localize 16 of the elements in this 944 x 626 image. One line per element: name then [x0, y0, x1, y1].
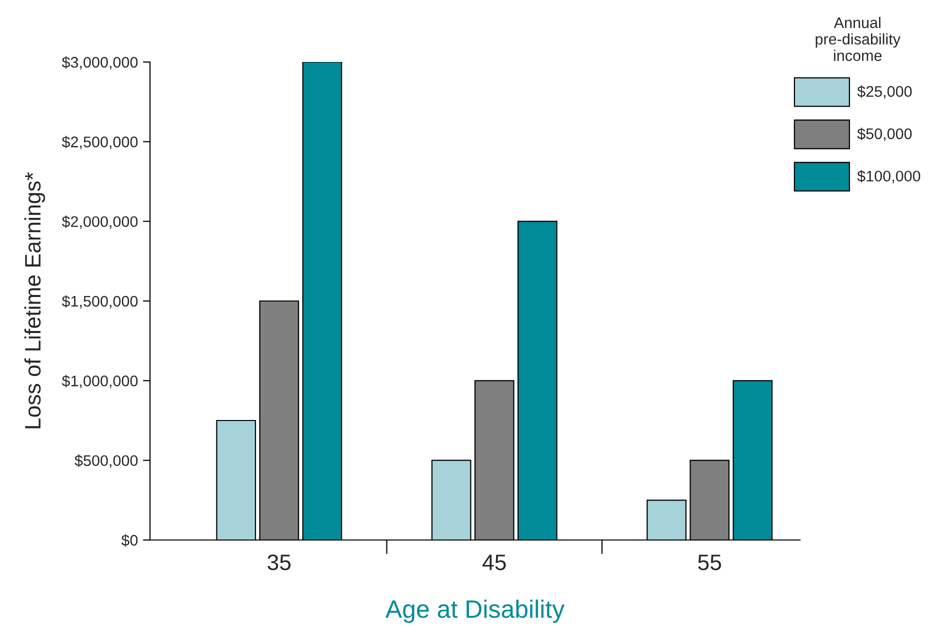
- x-axis-title: Age at Disability: [385, 600, 565, 623]
- x-tick-label: 35: [268, 554, 291, 570]
- legend-title: Annual pre-disability income: [816, 16, 900, 62]
- y-tick-label: $2,000,000: [62, 216, 138, 229]
- x-tick-label: 45: [482, 554, 506, 570]
- y-tick-label: $500,000: [74, 454, 138, 468]
- legend-label: $25,000: [857, 85, 912, 99]
- y-tick-label: $0: [121, 534, 138, 547]
- y-tick-label: $1,500,000: [62, 295, 138, 308]
- y-tick-label: $3,000,000: [62, 56, 138, 70]
- legend-label: $50,000: [857, 128, 912, 142]
- legend-label: $100,000: [857, 170, 920, 184]
- y-tick-label: $2,500,000: [62, 136, 138, 150]
- x-tick-label: 55: [698, 554, 722, 570]
- y-axis-title: Loss of Lifetime Earnings*: [24, 172, 46, 428]
- y-tick-label: $1,000,000: [62, 374, 138, 388]
